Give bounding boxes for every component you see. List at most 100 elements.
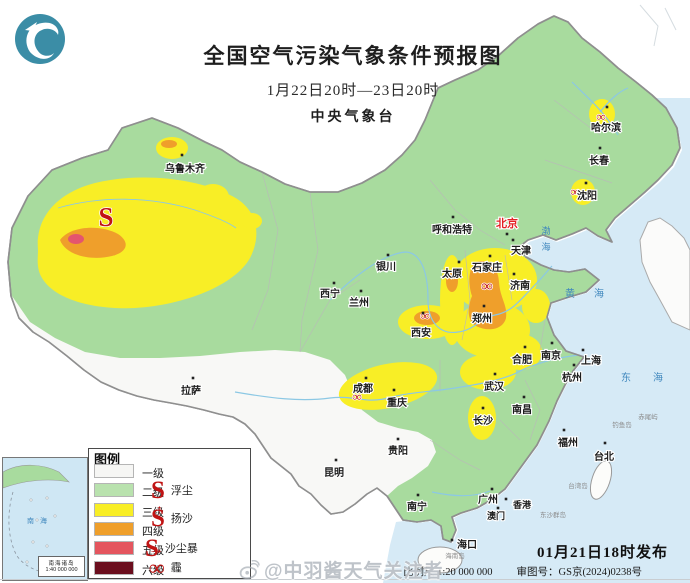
rivers — [57, 81, 629, 497]
city-label: 郑州 — [472, 312, 492, 325]
city-dot — [505, 232, 509, 236]
legend-title: 图例 — [94, 452, 121, 467]
level5-region — [68, 234, 84, 244]
legend-symbol-霾: ∞ 霾 — [149, 555, 182, 580]
publish-time: 01月21日18时发布 — [536, 545, 668, 561]
island-label: 台湾岛 — [568, 481, 588, 490]
city-dot — [332, 281, 336, 285]
national-border — [7, 15, 681, 543]
inset-title: 南海诸岛 — [48, 561, 75, 567]
sea-label: 渤 — [541, 225, 550, 236]
city-dot — [416, 493, 420, 497]
city-label: 沈阳 — [577, 189, 597, 202]
haze-symbol: ∞ — [352, 389, 361, 404]
legend-symbol-浮尘: S 浮尘 — [151, 477, 193, 504]
city-dot — [392, 388, 396, 392]
city-label: 杭州 — [562, 371, 582, 384]
city-label: 贵阳 — [388, 444, 408, 457]
city-dot — [334, 458, 338, 462]
city-dot — [482, 304, 486, 308]
legend-symbol-沙尘暴: S → 沙尘暴 — [145, 535, 198, 562]
city-label: 重庆 — [387, 396, 407, 409]
legend-box: 图例 一级 二级 三级 四级 五级 六级 S 浮尘 S ↑ 扬沙 S → 沙尘暴 ∞ 霾 — [88, 448, 251, 579]
legend-level-label: 四级 — [142, 525, 164, 538]
city-dot — [511, 238, 515, 242]
bottom-frame-line — [0, 579, 690, 580]
sea-label: 海 — [541, 241, 550, 252]
city-dot — [504, 497, 508, 501]
city-label: 银川 — [376, 260, 396, 273]
city-dot — [490, 487, 494, 491]
legend-level-label: 五级 — [142, 545, 164, 558]
city-dot — [457, 260, 461, 264]
province-borders — [251, 99, 613, 471]
dust-haze-symbols: S ∞ ∞ ∞ ∞ ∞ — [98, 108, 607, 405]
city-label: 台北 — [594, 450, 614, 463]
city-dot — [180, 153, 184, 157]
korea-peninsula — [639, 217, 690, 331]
legend-symbol-扬沙: S ↑ 扬沙 — [151, 501, 193, 532]
level1-region — [12, 296, 436, 514]
hainan-island — [417, 546, 463, 574]
city-dot — [581, 348, 585, 352]
island-label: 东沙群岛 — [540, 510, 566, 519]
city-dot — [396, 437, 400, 441]
city-label: 太原 — [441, 267, 462, 280]
city-dot — [598, 146, 602, 150]
city-dot — [523, 345, 527, 349]
city-label: 海口 — [457, 538, 477, 551]
city-dot — [522, 395, 526, 399]
city-dot — [481, 406, 485, 410]
city-label: 南昌 — [512, 403, 532, 416]
taiwan-island — [589, 460, 613, 500]
sea-labels: 渤海黄 海东海 — [541, 225, 663, 384]
legend-swatch — [94, 560, 134, 575]
city-dot — [584, 181, 588, 185]
city-label: 拉萨 — [181, 384, 201, 397]
city-label: 乌鲁木齐 — [165, 162, 206, 175]
haze-symbol: ∞ — [420, 308, 429, 323]
city-label: 北京 — [496, 216, 518, 230]
island-label: 赤尾屿 — [638, 412, 658, 421]
city-label: 武汉 — [484, 380, 505, 393]
legend-swatch — [94, 464, 134, 478]
city-dot — [451, 215, 455, 219]
legend-swatch — [94, 502, 134, 517]
city-label: 南宁 — [407, 500, 427, 513]
sea-area — [383, 98, 690, 583]
floating-dust-symbol: S — [98, 202, 113, 232]
legend-level-label: 三级 — [142, 506, 164, 519]
city-dot — [450, 538, 454, 542]
watermark: @中羽酱天气关注者 — [238, 556, 444, 583]
city-label: 兰州 — [349, 296, 369, 309]
sea-label: 黄 — [565, 287, 575, 300]
map-approval-number: 审图号：GS京(2024)0238号 — [516, 567, 642, 578]
city-label: 澳门 — [487, 510, 505, 521]
city-label: 石家庄 — [471, 261, 502, 274]
map-scale: 比例尺 1:20 000 000 — [403, 567, 493, 578]
south-china-sea-inset: 南海 南海诸岛 1:40 000 000 — [2, 457, 88, 581]
city-dot — [605, 105, 609, 109]
city-dot — [493, 372, 497, 376]
city-dot — [496, 506, 500, 510]
city-dot — [386, 253, 390, 257]
sea-label: 海 — [653, 371, 663, 384]
city-label: 成都 — [353, 382, 373, 395]
city-label: 香港 — [512, 499, 532, 510]
city-label: 西安 — [411, 326, 431, 339]
city-label: 福州 — [557, 436, 578, 449]
city-dot — [572, 363, 576, 367]
legend-swatch — [94, 541, 134, 556]
sea-label: 东 — [621, 371, 631, 384]
city-label: 合肥 — [511, 353, 532, 366]
city-dot — [512, 272, 516, 276]
city-label: 昆明 — [324, 467, 344, 479]
city-dot — [550, 341, 554, 345]
city-label: 南京 — [541, 349, 561, 362]
city-dot — [562, 428, 566, 432]
city-label: 呼和浩特 — [432, 223, 472, 236]
